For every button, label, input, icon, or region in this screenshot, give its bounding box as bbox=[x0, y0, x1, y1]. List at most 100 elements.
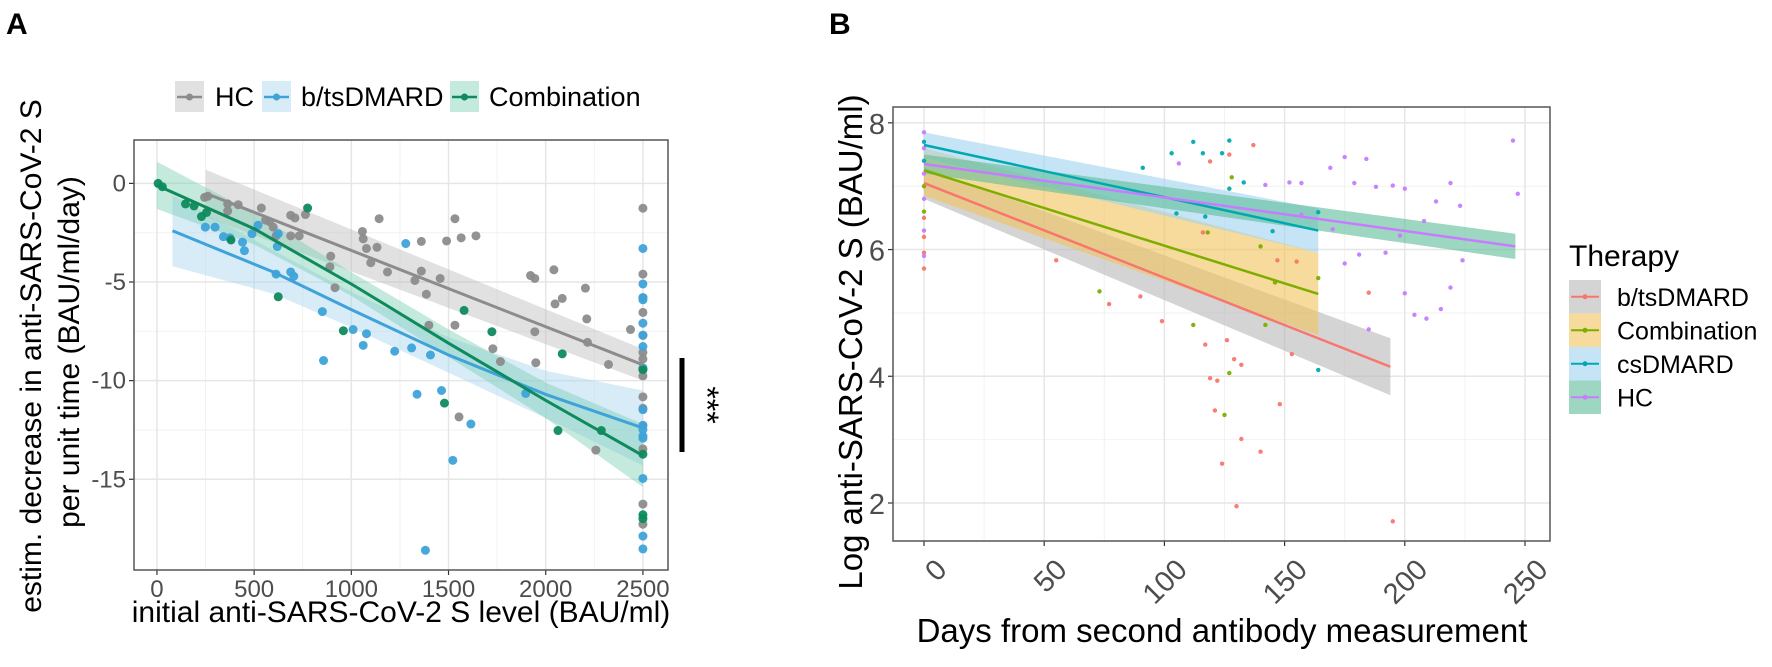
data-point-hc bbox=[1299, 180, 1304, 186]
data-point-btsdmard bbox=[237, 237, 247, 247]
data-point-btsdmard bbox=[1239, 362, 1244, 368]
legend-key-hc: HC bbox=[1569, 380, 1653, 414]
data-point-btsdmard bbox=[1239, 436, 1244, 442]
data-point-hc bbox=[416, 266, 426, 276]
data-point-hc bbox=[330, 283, 340, 293]
data-point-hc bbox=[1390, 183, 1395, 188]
y-tick-label: 2 bbox=[869, 489, 885, 521]
y-tick-label: 0 bbox=[113, 170, 126, 197]
data-point-combination bbox=[181, 199, 191, 209]
data-point-hc bbox=[530, 327, 540, 337]
data-point-combination bbox=[273, 292, 283, 302]
data-point-hc bbox=[256, 203, 266, 213]
data-point-btsdmard bbox=[638, 295, 648, 305]
data-point-combination bbox=[1263, 322, 1268, 328]
data-point-hc bbox=[416, 236, 426, 246]
data-point-btsdmard bbox=[638, 330, 648, 340]
data-point-hc bbox=[374, 214, 384, 224]
data-point-hc bbox=[1176, 161, 1182, 166]
data-point-combination bbox=[1316, 275, 1321, 281]
data-point-btsdmard bbox=[921, 215, 927, 221]
data-point-btsdmard bbox=[390, 346, 400, 356]
legend-label: HC bbox=[1617, 385, 1653, 413]
data-point-hc bbox=[410, 275, 420, 285]
data-point-hc bbox=[1364, 156, 1369, 162]
data-point-combination bbox=[921, 183, 927, 189]
data-point-hc bbox=[638, 269, 648, 279]
data-point-btsdmard bbox=[239, 246, 249, 256]
plot-background bbox=[134, 140, 668, 570]
panel-b-y-axis-title: Log anti-SARS-CoV-2 S (BAU/ml) bbox=[832, 94, 869, 589]
data-point-btsdmard bbox=[1200, 230, 1206, 235]
data-point-hc bbox=[326, 251, 336, 261]
data-point-btsdmard bbox=[638, 342, 648, 352]
data-point-hc bbox=[638, 307, 648, 317]
data-point-hc bbox=[290, 213, 300, 223]
data-point-btsdmard bbox=[1231, 356, 1237, 362]
data-point-hc bbox=[582, 314, 592, 324]
y-tick-label: 6 bbox=[869, 236, 885, 268]
data-point-hc bbox=[1287, 180, 1292, 185]
x-tick-label: 150 bbox=[1257, 554, 1314, 611]
data-point-btsdmard bbox=[1227, 152, 1232, 157]
data-point-hc bbox=[286, 231, 296, 241]
data-point-combination bbox=[226, 235, 236, 245]
data-point-csdmard bbox=[1200, 151, 1206, 156]
panel-letter-a: A bbox=[6, 8, 28, 41]
data-point-hc bbox=[471, 231, 481, 241]
legend-label: b/tsDMARD bbox=[1617, 284, 1749, 312]
legend-label: b/tsDMARD bbox=[301, 82, 444, 112]
data-point-hc bbox=[1433, 199, 1439, 204]
data-point-hc bbox=[361, 243, 371, 253]
data-point-btsdmard bbox=[921, 234, 927, 240]
data-point-csdmard bbox=[1169, 151, 1174, 156]
data-point-btsdmard bbox=[348, 325, 358, 335]
data-point-hc bbox=[1373, 184, 1379, 190]
fit-line-hc bbox=[923, 162, 1516, 248]
data-point-combination bbox=[487, 327, 497, 337]
data-point-hc bbox=[550, 299, 560, 309]
data-point-hc bbox=[488, 344, 498, 354]
x-tick-label: 1000 bbox=[325, 576, 378, 603]
panel-a-chart: 0 500 1000 1500 2000 2500 0 -5 -10 -15 HC b/tsDMARD… bbox=[91, 81, 670, 603]
data-point-hc bbox=[1330, 227, 1335, 232]
data-point-hc bbox=[1412, 312, 1417, 318]
legend-label: csDMARD bbox=[1617, 351, 1734, 379]
data-point-csdmard bbox=[921, 158, 927, 164]
data-point-hc bbox=[442, 236, 452, 246]
data-point-csdmard bbox=[1270, 228, 1275, 234]
data-point-combination bbox=[1191, 322, 1196, 328]
data-point-btsdmard bbox=[638, 318, 648, 328]
data-point-combination bbox=[338, 326, 348, 336]
data-point-btsdmard bbox=[407, 343, 417, 353]
data-point-btsdmard bbox=[210, 222, 220, 232]
data-point-hc bbox=[495, 357, 505, 367]
panel-a-y-axis-title-line1: estim. decrease in anti-SARS-CoV-2 S bbox=[15, 99, 48, 613]
data-point-csdmard bbox=[1241, 180, 1246, 185]
data-point-hc bbox=[1263, 182, 1268, 188]
legend-label: Combination bbox=[489, 82, 641, 112]
legend-label: Combination bbox=[1617, 318, 1757, 346]
y-tick-label: 8 bbox=[869, 109, 885, 141]
legend-key-combination: Combination bbox=[1569, 313, 1757, 347]
data-point-hc bbox=[357, 227, 367, 237]
data-point-btsdmard bbox=[1258, 449, 1263, 454]
x-tick-label: 2000 bbox=[519, 576, 572, 603]
data-point-btsdmard bbox=[921, 266, 927, 271]
fit-line-combination bbox=[923, 169, 1319, 296]
data-point-hc bbox=[424, 320, 434, 330]
data-point-combination bbox=[1258, 244, 1263, 249]
data-point-btsdmard bbox=[1251, 142, 1256, 148]
data-point-csdmard bbox=[1140, 165, 1145, 171]
x-tick-label: 100 bbox=[1137, 554, 1194, 611]
data-point-btsdmard bbox=[1289, 351, 1295, 357]
y-tick-label: 4 bbox=[869, 362, 885, 394]
data-point-hc bbox=[530, 273, 540, 283]
data-point-btsdmard bbox=[401, 239, 411, 249]
data-point-btsdmard bbox=[1207, 159, 1213, 164]
data-point-hc bbox=[580, 283, 590, 293]
data-point-hc bbox=[1438, 306, 1444, 312]
panel-a-y-axis-title-line2: per unit time (BAU/ml/day) bbox=[53, 176, 86, 528]
data-point-combination bbox=[557, 349, 567, 359]
data-point-combination bbox=[1097, 289, 1102, 294]
